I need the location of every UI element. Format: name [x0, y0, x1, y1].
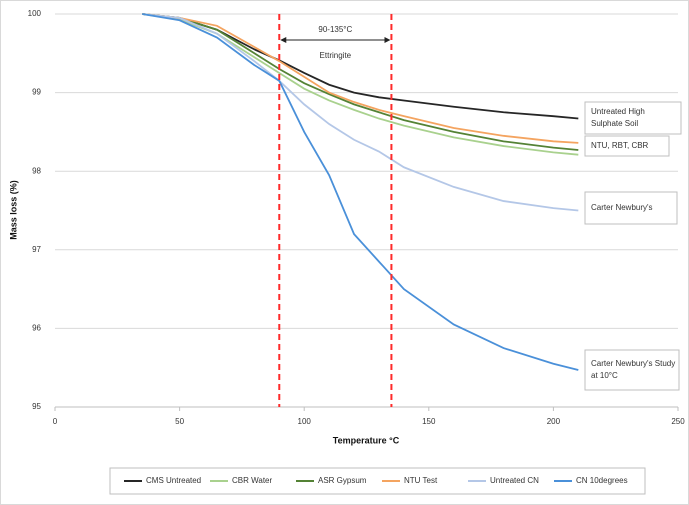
y-tick-label: 97	[32, 245, 41, 254]
x-tick-label: 200	[547, 417, 561, 426]
range-name: Ettringite	[320, 51, 352, 60]
series-line	[142, 13, 579, 151]
annotation-box	[584, 135, 670, 157]
legend-label: CBR Water	[232, 476, 272, 485]
legend-label: CMS Untreated	[146, 476, 201, 485]
y-tick-label: 99	[32, 88, 41, 97]
annotation-box	[584, 101, 682, 135]
annotation-box	[584, 191, 678, 225]
annotation: NTU, RBT, CBR	[591, 141, 649, 150]
y-axis-title: Mass loss (%)	[8, 180, 18, 240]
x-tick-label: 250	[671, 417, 685, 426]
x-tick-label: 100	[298, 417, 312, 426]
series-line	[142, 13, 579, 144]
legend-label: ASR Gypsum	[318, 476, 367, 485]
annotation: Carter Newbury's	[591, 203, 653, 212]
series-line	[142, 13, 579, 212]
range-label: 90-135°C	[318, 25, 352, 34]
x-axis-title: Temperature °C	[333, 435, 400, 445]
legend-label: CN 10degrees	[576, 476, 628, 485]
x-tick-label: 50	[175, 417, 184, 426]
annotation: Untreated High Sulphate Soil	[591, 107, 645, 128]
annotation-box	[584, 349, 680, 391]
legend-label: NTU Test	[404, 476, 438, 485]
series-line	[142, 13, 579, 371]
x-tick-label: 0	[53, 417, 58, 426]
y-tick-label: 95	[32, 402, 41, 411]
legend-label: Untreated CN	[490, 476, 539, 485]
annotation: Carter Newbury's Study at 10°C	[591, 359, 675, 380]
y-tick-label: 100	[28, 9, 42, 18]
x-tick-label: 150	[422, 417, 436, 426]
y-tick-label: 98	[32, 166, 41, 175]
y-tick-label: 96	[32, 324, 41, 333]
